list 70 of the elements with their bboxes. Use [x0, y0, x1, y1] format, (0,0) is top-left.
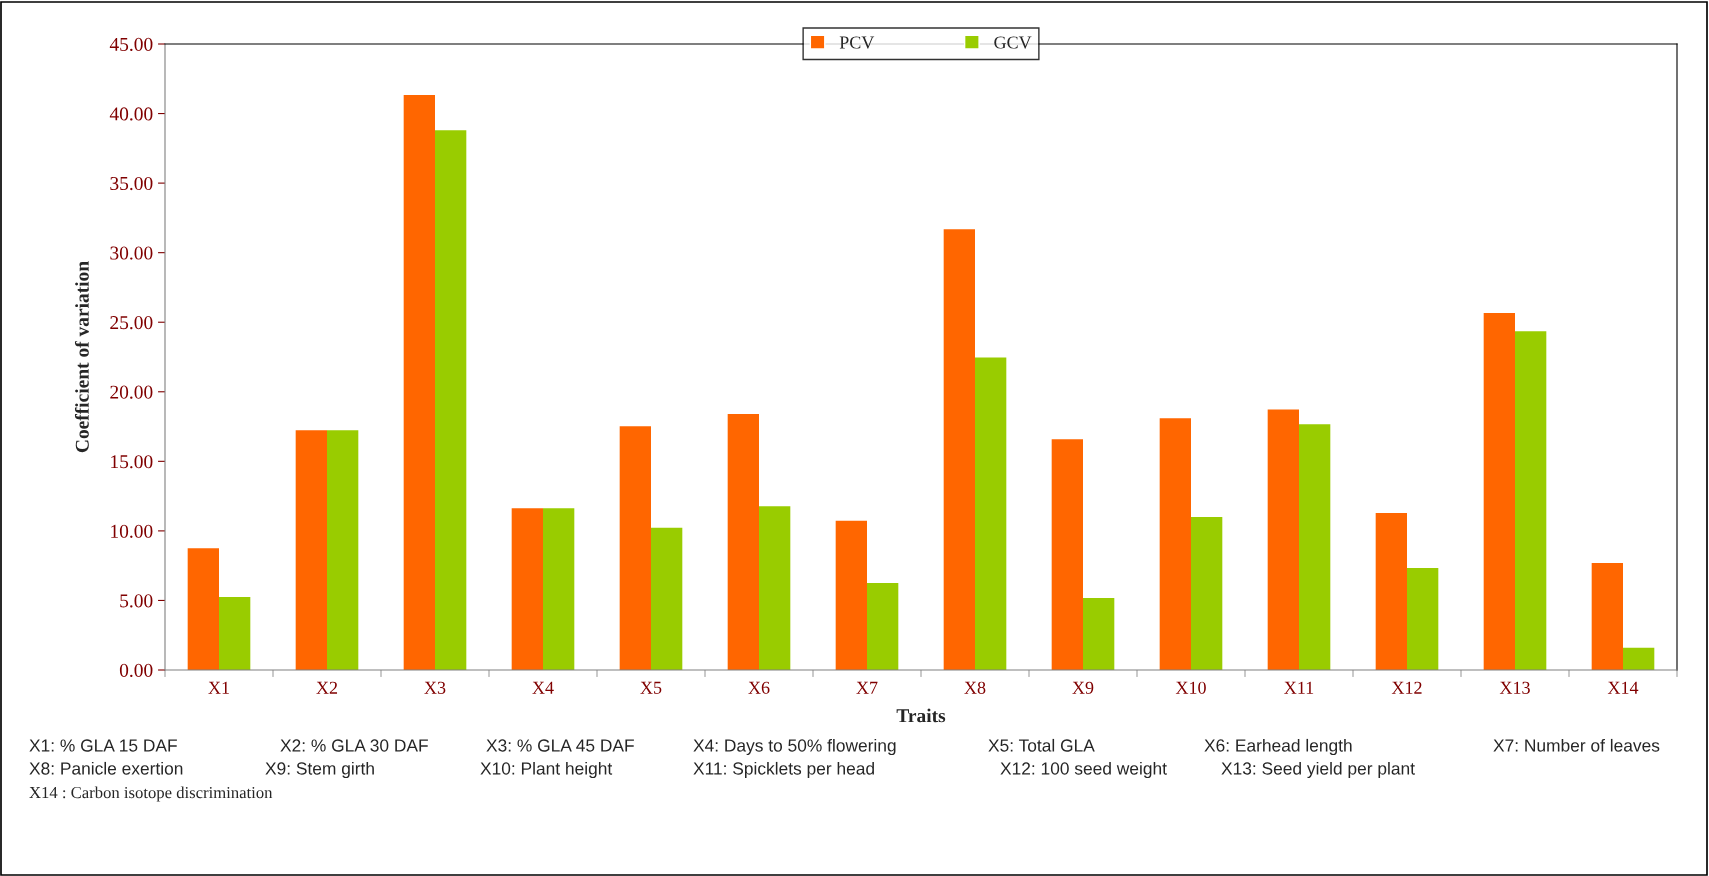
y-tick-label: 10.00: [111, 524, 153, 538]
x-tick-label: X1: [208, 681, 229, 694]
bar: [1159, 418, 1191, 670]
text: X1: % GLA 15 DAF: [29, 739, 177, 752]
bar: [1267, 409, 1299, 670]
x-tick-label: X4: [532, 681, 554, 694]
y-tick-label: 5.00: [120, 594, 153, 608]
x-tick-label: X12: [1391, 681, 1422, 694]
bar: [543, 508, 575, 670]
y-tick-label: 45.00: [109, 37, 153, 52]
bar: [435, 130, 467, 670]
x-tick-label: X2: [316, 681, 338, 694]
bar: [1299, 424, 1331, 670]
bar: [1483, 312, 1515, 670]
text: X13: Seed yield per plant: [1221, 761, 1415, 779]
bar: [511, 508, 543, 670]
bar: [651, 527, 683, 670]
text: X8: Panicle exertion: [29, 761, 183, 775]
bar: [1591, 563, 1623, 670]
x-tick-label: X5: [640, 681, 662, 694]
x-tick-label: X3: [424, 681, 446, 694]
text: X10: Plant height: [480, 761, 613, 779]
bar: [867, 583, 899, 670]
x-axis-title: Traits: [896, 708, 946, 723]
text: X9: Stem girth: [265, 761, 374, 779]
bar: [1623, 647, 1655, 670]
text: X14 : Carbon isotope discrimination: [29, 786, 273, 802]
x-tick-label: X7: [856, 681, 878, 694]
x-tick-label: X6: [748, 681, 770, 694]
text: X7: Number of leaves: [1493, 738, 1660, 752]
y-tick-label: 35.00: [110, 176, 153, 191]
legend-label: GCV: [994, 36, 1032, 49]
bar: [403, 95, 435, 670]
bar: [327, 430, 359, 670]
x-tick-label: X11: [1284, 681, 1314, 694]
y-tick-label: 20.00: [110, 385, 153, 399]
x-tick-label: X14: [1607, 681, 1639, 694]
bar: [975, 357, 1007, 670]
text: X11: Spicklets per head: [693, 761, 874, 779]
bar: [1191, 516, 1223, 670]
bar: [835, 520, 867, 670]
bar: [1083, 597, 1115, 670]
bar: [759, 506, 791, 670]
text: X2: % GLA 30 DAF: [280, 739, 428, 752]
bar: [727, 413, 759, 670]
x-tick-label: X10: [1175, 681, 1206, 694]
text: X6: Earhead length: [1204, 738, 1352, 756]
bar: [295, 430, 327, 670]
x-tick-label: X13: [1499, 681, 1530, 694]
bar: [1375, 513, 1407, 670]
y-tick-label: 30.00: [110, 246, 153, 260]
bar: [619, 426, 651, 670]
x-tick-label: X8: [964, 681, 986, 694]
y-tick-label: 25.00: [110, 316, 153, 330]
text: X12: 100 seed weight: [1000, 761, 1167, 779]
y-tick-label: 0.00: [119, 663, 153, 678]
text: X3: % GLA 45 DAF: [486, 739, 634, 752]
bar: [187, 548, 219, 670]
legend-label: PCV: [839, 36, 875, 49]
bar: [1515, 331, 1547, 670]
text: X5: Total GLA: [988, 738, 1095, 752]
bar: [943, 229, 975, 670]
y-tick-label: 15.00: [111, 455, 153, 469]
y-axis-title: Coefficient of variation: [74, 261, 89, 453]
x-tick-label: X9: [1072, 681, 1094, 694]
bar: [219, 597, 251, 670]
text: X4: Days to 50% flowering: [693, 738, 896, 756]
bar: [1407, 568, 1439, 670]
y-tick-label: 40.00: [109, 107, 153, 121]
bar: [1051, 439, 1083, 670]
